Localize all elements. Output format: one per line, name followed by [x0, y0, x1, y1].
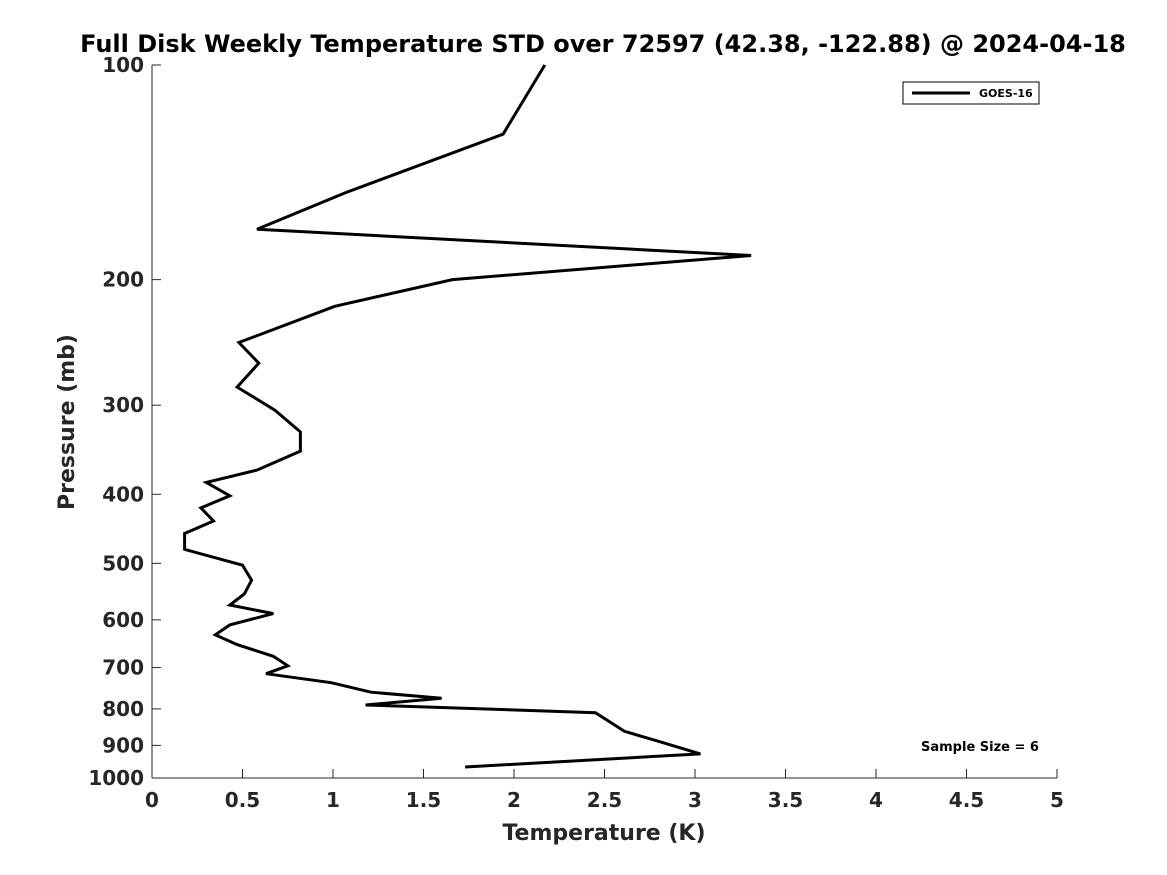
y-axis-label: Pressure (mb) — [55, 334, 80, 510]
y-tick-label: 800 — [102, 697, 144, 721]
chart-title: Full Disk Weekly Temperature STD over 72… — [80, 30, 1126, 58]
x-tick-label: 3.5 — [768, 788, 803, 812]
series-line-goes-16 — [183, 64, 752, 769]
y-tick-label: 1000 — [88, 766, 144, 790]
legend: GOES-16 — [902, 81, 1040, 105]
series-layer — [183, 64, 752, 769]
y-tick-label: 700 — [102, 656, 144, 680]
y-tick-label: 500 — [102, 551, 144, 575]
y-tick-label: 600 — [102, 608, 144, 632]
y-tick-label: 100 — [102, 53, 144, 77]
x-tick-label: 4 — [869, 788, 883, 812]
x-tick-label: 3 — [688, 788, 702, 812]
y-tick-label: 400 — [102, 482, 144, 506]
plot-area: 0 0.5 1 1.5 2 2.5 3 3.5 4 4.5 5 100 200 300 400 500 600… — [88, 53, 1064, 812]
x-tick-label: 1.5 — [406, 788, 441, 812]
y-tick-label: 200 — [102, 268, 144, 292]
legend-box — [902, 81, 1040, 105]
legend-label: GOES-16 — [979, 87, 1033, 100]
sample-size-annotation: Sample Size = 6 — [921, 740, 1039, 755]
x-tick-label: 2 — [507, 788, 521, 812]
x-tick-label: 0.5 — [225, 788, 260, 812]
x-tick-label: 0 — [145, 788, 159, 812]
y-ticks: 100 200 300 400 500 600 700 800 900 1000 — [88, 53, 161, 790]
x-tick-label: 2.5 — [587, 788, 622, 812]
y-tick-label: 300 — [102, 393, 144, 417]
x-tick-label: 5 — [1050, 788, 1064, 812]
x-tick-label: 4.5 — [949, 788, 984, 812]
y-tick-label: 900 — [102, 733, 144, 757]
x-tick-label: 1 — [326, 788, 340, 812]
x-axis-label: Temperature (K) — [502, 821, 705, 846]
x-ticks: 0 0.5 1 1.5 2 2.5 3 3.5 4 4.5 5 — [145, 769, 1064, 812]
